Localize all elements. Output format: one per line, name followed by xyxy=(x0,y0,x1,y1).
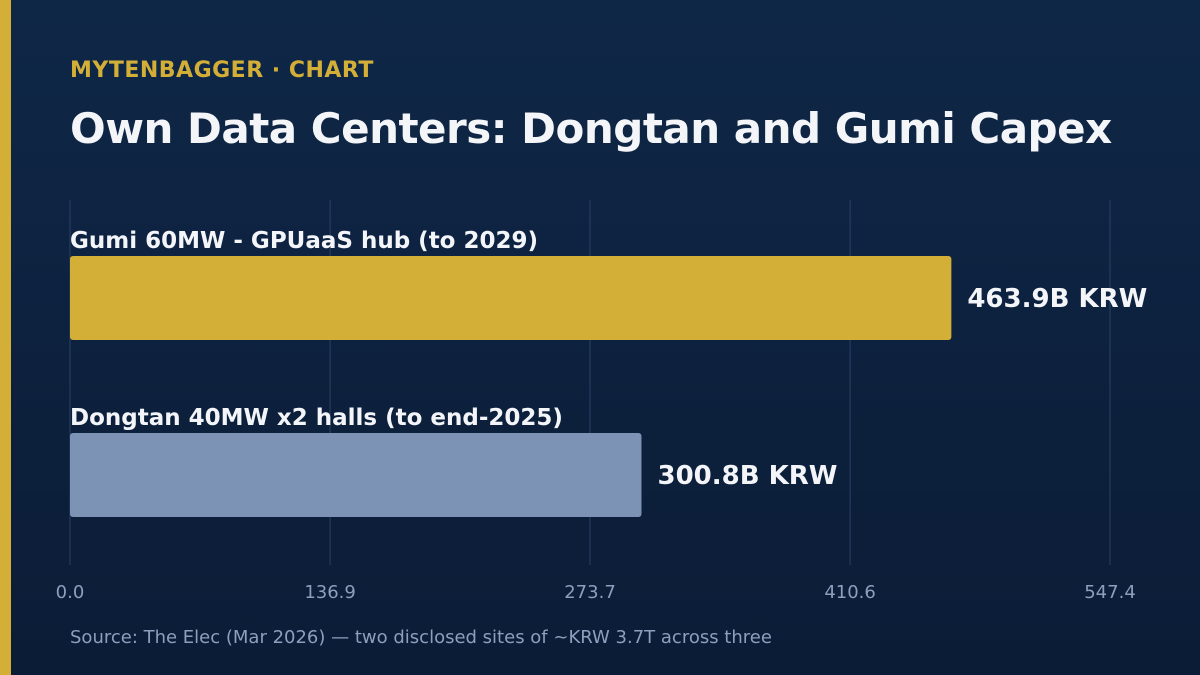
category-label: Dongtan 40MW x2 halls (to end-2025) xyxy=(70,405,563,431)
bar xyxy=(70,433,642,517)
x-tick-label: 136.9 xyxy=(304,582,356,603)
value-label: 463.9B KRW xyxy=(967,284,1147,314)
chart-kicker: MYTENBAGGER · CHART xyxy=(70,58,374,83)
x-tick-label: 547.4 xyxy=(1084,582,1136,603)
x-tick-label: 273.7 xyxy=(564,582,616,603)
x-tick-label: 410.6 xyxy=(824,582,876,603)
category-label: Gumi 60MW - GPUaaS hub (to 2029) xyxy=(70,228,538,254)
accent-bar xyxy=(0,0,11,675)
chart-title: Own Data Centers: Dongtan and Gumi Capex xyxy=(70,104,1112,153)
bar xyxy=(70,256,952,340)
source-note: Source: The Elec (Mar 2026) — two disclo… xyxy=(70,627,772,648)
value-label: 300.8B KRW xyxy=(657,461,837,491)
x-tick-label: 0.0 xyxy=(56,582,85,603)
